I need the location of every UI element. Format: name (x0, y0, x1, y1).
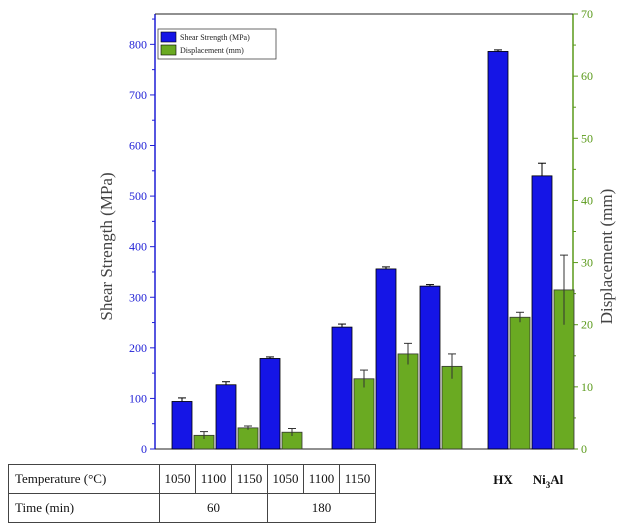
right-tick-label: 20 (581, 318, 593, 332)
shear-strength-bar (487, 51, 509, 450)
left-tick-label: 700 (129, 88, 147, 102)
left-tick-label: 0 (141, 442, 147, 456)
right-tick-label: 60 (581, 69, 593, 83)
legend-label-displacement: Displacement (mm) (180, 46, 244, 55)
left-tick-label: 200 (129, 341, 147, 355)
legend: Shear Strength (MPa) Displacement (mm) (157, 28, 277, 60)
right-tick-label: 50 (581, 131, 593, 145)
displacement-bar (353, 378, 375, 450)
right-tick-label: 10 (581, 380, 593, 394)
shear-strength-bar (375, 268, 397, 450)
time-row: Time (min) 60 180 (8, 493, 376, 523)
shear-strength-bar (259, 358, 281, 450)
left-tick-label: 400 (129, 240, 147, 254)
temperature-row: Temperature (°C) 1050 1100 1150 1050 110… (8, 464, 376, 494)
temp-cell: 1050 (267, 464, 304, 494)
shear-strength-bar (331, 326, 353, 450)
temperature-label: Temperature (°C) (8, 464, 160, 494)
y-axis-label-right: Displacement (mm) (597, 189, 616, 325)
legend-swatch-shear (160, 31, 177, 43)
shear-strength-bar (215, 384, 237, 450)
displacement-bar (397, 353, 419, 450)
shear-strength-bar (419, 285, 441, 450)
right-tick-label: 40 (581, 193, 593, 207)
hx-label: HX (493, 472, 513, 487)
right-tick-label: 30 (581, 256, 593, 270)
left-tick-label: 600 (129, 139, 147, 153)
shear-strength-bar (171, 401, 193, 450)
left-tick-label: 500 (129, 189, 147, 203)
displacement-bar (509, 316, 531, 450)
temp-cell: 1150 (231, 464, 268, 494)
left-tick-label: 100 (129, 391, 147, 405)
temp-cell: 1100 (195, 464, 232, 494)
axes: 0 100 200 300 400 500 600 700 800 0 10 20 30 40 50 60 70 (129, 7, 593, 456)
legend-swatch-displacement (160, 44, 177, 56)
shear-strength-bar (531, 175, 553, 450)
legend-box (157, 28, 277, 60)
time-cell: 60 (159, 493, 268, 523)
ni3al-label-sub: 3 (546, 480, 551, 490)
left-tick-label: 800 (129, 37, 147, 51)
ni3al-label: Ni3Al (533, 472, 564, 490)
temp-cell: 1150 (339, 464, 376, 494)
y-axis-label-left: Shear Strength (MPa) (97, 172, 116, 320)
condition-table: Temperature (°C) 1050 1100 1150 1050 110… (8, 464, 376, 523)
right-tick-label: 0 (581, 442, 587, 456)
temp-cell: 1100 (303, 464, 340, 494)
temp-cell: 1050 (159, 464, 196, 494)
displacement-bar (237, 427, 259, 450)
time-label: Time (min) (8, 493, 160, 523)
chart: 0 100 200 300 400 500 600 700 800 0 10 20 30 40 50 60 70… (97, 7, 616, 456)
left-tick-label: 300 (129, 290, 147, 304)
time-cell: 180 (267, 493, 376, 523)
ni3al-label-ni: Ni (533, 472, 546, 487)
legend-label-shear: Shear Strength (MPa) (180, 33, 250, 42)
bars (171, 49, 575, 450)
ni3al-label-al: Al (550, 472, 563, 487)
axis-labels: Shear Strength (MPa) Displacement (mm) (97, 172, 616, 324)
right-tick-label: 70 (581, 7, 593, 21)
